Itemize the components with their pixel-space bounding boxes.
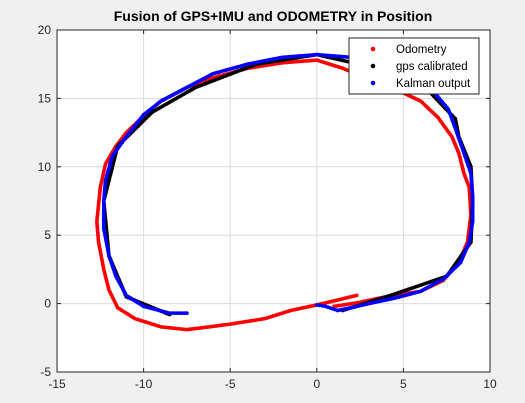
x-tick-label: 10	[483, 377, 497, 391]
x-tick-label: 0	[313, 377, 320, 391]
y-tick-label: 0	[44, 297, 51, 311]
ticks	[56, 29, 491, 373]
series-layer	[94, 52, 475, 332]
y-tick-label: 15	[38, 91, 52, 105]
legend: Odometry gps calibrated Kalman output	[348, 37, 480, 95]
legend-marker	[370, 80, 376, 86]
series-odometry	[94, 58, 473, 332]
y-tick-label: 10	[38, 160, 52, 174]
y-tick-label: 5	[44, 228, 51, 242]
data-point	[314, 303, 319, 307]
tick-labels: -15 -10 -5 0 5 10 -5 0 5 10 15 20	[38, 23, 497, 391]
data-point	[323, 304, 328, 309]
legend-box	[348, 37, 480, 95]
legend-label: gps calibrated	[396, 61, 468, 73]
data-point	[320, 303, 325, 308]
legend-marker	[370, 63, 376, 69]
x-tick-label: -5	[225, 377, 236, 391]
legend-label: Kalman output	[396, 78, 471, 90]
y-tick-label: -5	[40, 365, 51, 379]
data-point	[317, 303, 322, 308]
legend-marker	[370, 46, 376, 52]
x-tick-label: -15	[48, 377, 66, 391]
x-tick-label: -10	[135, 377, 153, 391]
x-tick-label: 5	[400, 377, 407, 391]
axes-box	[56, 29, 491, 373]
legend-label: Odometry	[396, 44, 447, 56]
chart-title: Fusion of GPS+IMU and ODOMETRY in Positi…	[114, 8, 433, 24]
y-tick-label: 20	[38, 23, 52, 37]
